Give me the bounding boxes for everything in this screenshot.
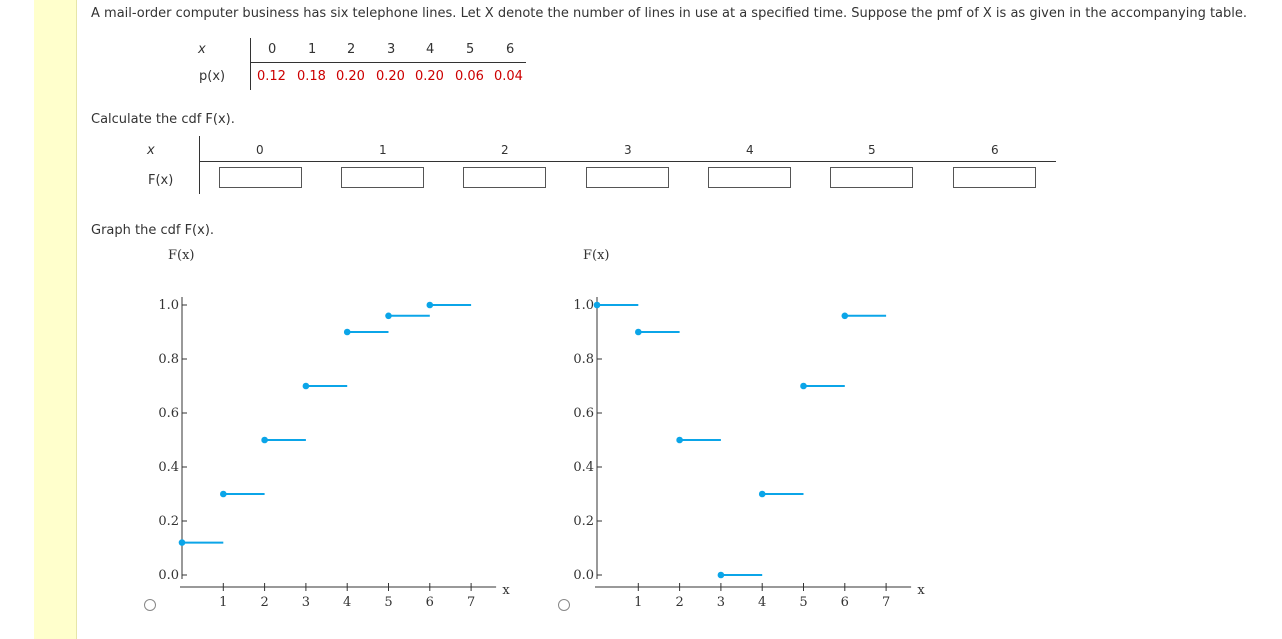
pmf-p-value: 0.20 — [376, 69, 405, 84]
cdf-step-point — [841, 312, 849, 320]
pmf-p-value: 0.18 — [297, 69, 326, 84]
x-tick-label: 7 — [467, 595, 475, 610]
x-tick-label: 2 — [260, 595, 268, 610]
cdf-x-value: 5 — [868, 143, 876, 157]
cdf-x-value: 0 — [256, 143, 264, 157]
cdf-step-point — [302, 382, 310, 390]
y-tick-label: 0.2 — [158, 514, 179, 529]
cdf-step-point — [593, 301, 601, 309]
graph-prompt: Graph the cdf F(x). — [91, 223, 215, 238]
cdf-input-5[interactable] — [830, 167, 913, 188]
x-tick-label: 7 — [882, 595, 890, 610]
pmf-x-value: 0 — [268, 42, 277, 57]
x-tick-label: 3 — [717, 595, 725, 610]
x-tick-label: 6 — [426, 595, 434, 610]
cdf-step-point — [426, 301, 434, 309]
cdf-step-point — [385, 312, 392, 320]
cdf-step-point — [758, 490, 766, 498]
pmf-p-value: 0.20 — [415, 69, 444, 84]
pmf-p-value: 0.20 — [336, 69, 365, 84]
x-tick-label: 1 — [219, 595, 227, 610]
cdf-x-value: 6 — [991, 143, 999, 157]
x-axis-label: x — [502, 583, 510, 598]
cdf-x-value: 4 — [746, 143, 754, 157]
pmf-rule — [250, 62, 526, 63]
y-tick-label: 0.4 — [158, 460, 179, 475]
cdf-input-0[interactable] — [219, 167, 302, 188]
y-tick-label: 1.0 — [158, 298, 179, 313]
y-tick-label: 0.8 — [573, 352, 594, 367]
pmf-x-value: 6 — [506, 42, 515, 57]
question-text: A mail-order computer business has six t… — [91, 6, 1248, 21]
pmf-p-value: 0.12 — [257, 69, 286, 84]
pmf-x-value: 5 — [466, 42, 475, 57]
cdf-input-2[interactable] — [463, 167, 546, 188]
cdf-x-label: x — [147, 143, 155, 158]
pmf-p-value: 0.06 — [455, 69, 484, 84]
x-tick-label: 3 — [302, 595, 310, 610]
pmf-x-label: x — [198, 42, 206, 57]
cdf-step-point — [717, 571, 725, 579]
cdf-x-value: 3 — [624, 143, 632, 157]
pmf-x-value: 4 — [426, 42, 435, 57]
cdf-x-value: 2 — [501, 143, 509, 157]
x-tick-label: 5 — [799, 595, 807, 610]
cdf-step-point — [220, 490, 227, 498]
x-tick-label: 4 — [343, 595, 351, 610]
pmf-p-label: p(x) — [199, 69, 226, 84]
cdf-graph-option-1[interactable]: 0.0 0.2 0.4 0.6 0.8 1.0 1 2 3 4 5 6 7 F(x) x — [140, 240, 540, 620]
graph-option-2-radio[interactable] — [558, 599, 570, 611]
y-axis-label: F(x) — [168, 248, 195, 263]
cdf-input-3[interactable] — [586, 167, 669, 188]
x-tick-label: 6 — [841, 595, 849, 610]
x-tick-label: 2 — [675, 595, 683, 610]
x-tick-label: 4 — [758, 595, 766, 610]
y-tick-label: 0.2 — [573, 514, 594, 529]
pmf-x-value: 3 — [387, 42, 396, 57]
y-tick-label: 0.6 — [158, 406, 179, 421]
cdf-x-value: 1 — [379, 143, 387, 157]
cdf-step-point — [178, 539, 186, 546]
y-tick-label: 0.0 — [573, 568, 594, 583]
y-tick-label: 1.0 — [573, 298, 594, 313]
cdf-rule — [199, 161, 1056, 162]
cdf-step-point — [343, 328, 351, 336]
x-tick-label: 1 — [634, 595, 642, 610]
pmf-x-value: 2 — [347, 42, 356, 57]
x-axis-label: x — [917, 583, 925, 598]
pmf-x-value: 1 — [308, 42, 317, 57]
cdf-divider — [199, 136, 200, 194]
cdf-step-point — [261, 436, 268, 444]
graph-option-1-radio[interactable] — [144, 599, 156, 611]
cdf-step-point — [676, 436, 683, 444]
cdf-graph-option-2[interactable]: 0.0 0.2 0.4 0.6 0.8 1.0 1 2 3 4 5 6 7 F(x) x — [555, 240, 955, 620]
cdf-step-point — [800, 382, 807, 390]
y-axis-label: F(x) — [583, 248, 610, 263]
pmf-p-value: 0.04 — [494, 69, 523, 84]
cdf-f-label: F(x) — [148, 173, 174, 188]
y-tick-label: 0.6 — [573, 406, 594, 421]
cdf-prompt: Calculate the cdf F(x). — [91, 112, 235, 127]
cdf-input-4[interactable] — [708, 167, 791, 188]
y-tick-label: 0.0 — [158, 568, 179, 583]
y-tick-label: 0.4 — [573, 460, 594, 475]
cdf-step-point — [635, 328, 642, 336]
pmf-divider — [250, 38, 251, 90]
x-tick-label: 5 — [384, 595, 392, 610]
cdf-input-6[interactable] — [953, 167, 1036, 188]
left-margin-stripe — [34, 0, 77, 639]
cdf-input-1[interactable] — [341, 167, 424, 188]
y-tick-label: 0.8 — [158, 352, 179, 367]
